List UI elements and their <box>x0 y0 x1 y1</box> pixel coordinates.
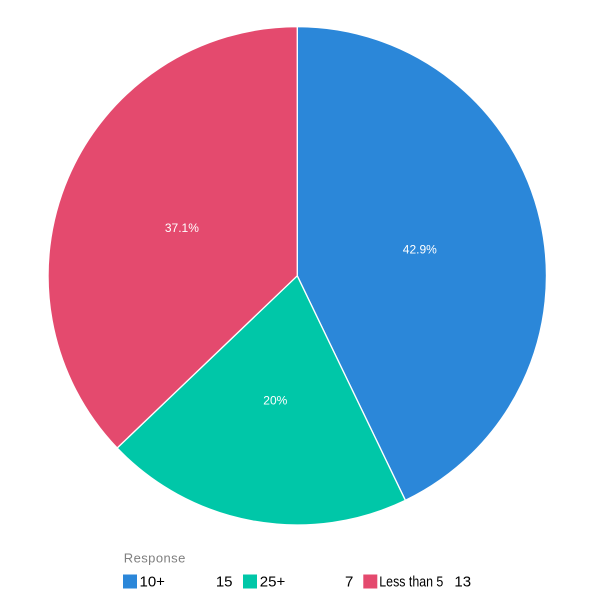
svg-text:Less than 5: Less than 5 <box>379 574 443 591</box>
svg-text:7: 7 <box>345 574 353 591</box>
svg-text:10+: 10+ <box>140 574 166 591</box>
svg-text:25+: 25+ <box>260 574 286 591</box>
svg-text:13: 13 <box>454 574 471 591</box>
svg-text:37.1%: 37.1% <box>165 221 199 235</box>
svg-text:15: 15 <box>216 574 233 591</box>
svg-text:42.9%: 42.9% <box>403 242 437 256</box>
svg-text:20%: 20% <box>263 394 287 408</box>
svg-text:Response: Response <box>124 550 186 565</box>
